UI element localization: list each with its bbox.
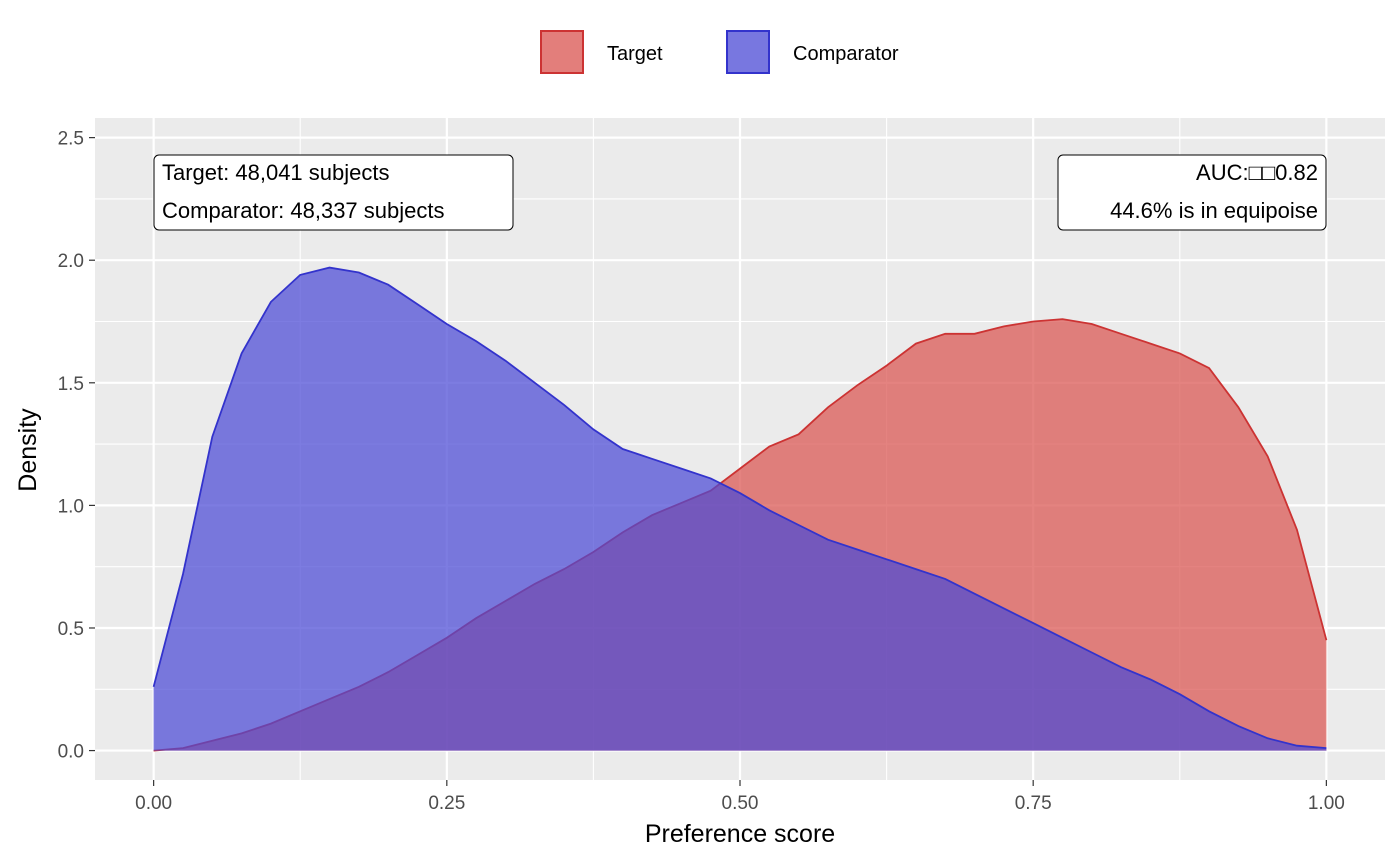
y-tick-label: 0.5	[58, 619, 84, 640]
annotation-target-subjects: Target: 48,041 subjects	[162, 160, 389, 185]
series-layer	[152, 266, 1328, 752]
density-area-comparator	[153, 267, 1327, 751]
x-tick-label: 0.50	[722, 793, 759, 814]
y-tick-label: 2.5	[58, 129, 84, 150]
legend: Target Comparator	[540, 30, 899, 74]
x-tick-labels: 0.00 0.25 0.50 0.75 1.00	[135, 793, 1345, 814]
legend-key-target	[540, 30, 584, 74]
y-tick-label: 1.5	[58, 374, 84, 395]
y-tick-labels: 0.0 0.5 1.0 1.5 2.0 2.5	[58, 129, 84, 763]
annotation-auc: AUC:□□0.82 44.6% is in equipoise	[1057, 154, 1327, 231]
annotation-comparator-subjects: Comparator: 48,337 subjects	[162, 198, 445, 223]
y-tick-label: 2.0	[58, 251, 84, 272]
x-tick-label: 0.25	[428, 793, 465, 814]
x-tick-label: 0.00	[135, 793, 172, 814]
annotation-auc-box	[1057, 154, 1327, 231]
annotation-subjects: Target: 48,041 subjects Comparator: 48,3…	[153, 154, 514, 231]
density-line-comparator	[152, 266, 1327, 749]
annotation-subjects-box	[153, 154, 514, 231]
axis-ticks	[89, 137, 1327, 786]
legend-key-comparator	[726, 30, 770, 74]
annotation-equipoise: 44.6% is in equipoise	[1110, 198, 1318, 223]
x-tick-label: 0.75	[1015, 793, 1052, 814]
legend-label-comparator: Comparator	[793, 43, 899, 65]
x-tick-label: 1.00	[1308, 793, 1345, 814]
legend-label-target: Target	[607, 43, 663, 65]
y-tick-label: 0.0	[58, 742, 84, 763]
y-axis-title: Density	[14, 408, 42, 492]
annotation-auc-value: AUC:□□0.82	[1196, 160, 1318, 185]
y-tick-label: 1.0	[58, 496, 84, 517]
x-axis-title: Preference score	[645, 820, 835, 848]
